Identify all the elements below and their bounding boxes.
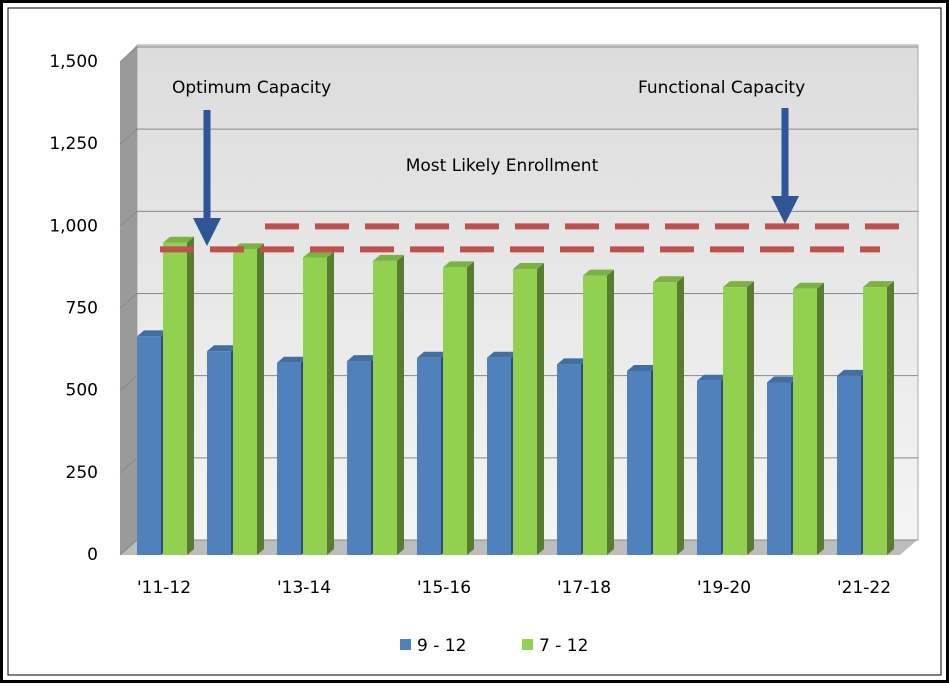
- annotation: Functional Capacity: [638, 78, 805, 98]
- x-tick-label: '13-14: [277, 578, 331, 598]
- y-tick-label: 1,250: [49, 134, 98, 154]
- bar-top: [627, 364, 658, 371]
- bar: [793, 288, 817, 555]
- bar: [837, 375, 861, 555]
- x-tick-label: '15-16: [417, 578, 471, 598]
- bar-top: [837, 369, 868, 376]
- bar-top: [163, 236, 194, 243]
- bar-side: [817, 282, 824, 555]
- bar-side: [607, 269, 614, 555]
- bar: [557, 364, 581, 555]
- y-tick-label: 1,000: [49, 216, 98, 236]
- bar: [653, 282, 677, 555]
- bar: [443, 267, 467, 555]
- x-tick-label: '11-12: [137, 578, 191, 598]
- side-wall: [120, 45, 137, 555]
- y-tick-label: 1,500: [49, 52, 98, 72]
- inner-frame: [7, 7, 942, 676]
- bar-top: [487, 351, 518, 358]
- bar-top: [723, 281, 754, 288]
- bar-top: [207, 345, 238, 352]
- x-tick-label: '21-22: [837, 578, 891, 598]
- bar-top: [277, 356, 308, 363]
- bar: [583, 275, 607, 555]
- bar-top: [863, 281, 894, 288]
- bar-side: [397, 254, 404, 556]
- y-tick-label: 750: [66, 299, 98, 319]
- bar-top: [793, 282, 824, 289]
- bar-top: [697, 374, 728, 381]
- bar-top: [583, 269, 614, 276]
- x-tick-label: '17-18: [557, 578, 611, 598]
- bar: [373, 260, 397, 555]
- bar-side: [747, 281, 754, 555]
- legend-label: 7 - 12: [539, 636, 588, 656]
- bar-top: [513, 263, 544, 270]
- bar-top: [653, 276, 684, 283]
- bar-top: [347, 355, 378, 362]
- bar-side: [327, 251, 334, 555]
- grid-line: [119, 210, 918, 227]
- y-tick-label: 250: [66, 463, 98, 483]
- bar-top: [373, 254, 404, 261]
- x-tick-label: '19-20: [697, 578, 751, 598]
- grid-line: [119, 128, 918, 145]
- legend-swatch: [400, 639, 411, 650]
- bar: [863, 287, 887, 555]
- bar-side: [887, 281, 894, 555]
- bar: [233, 249, 257, 555]
- y-tick-label: 500: [66, 381, 98, 401]
- bar: [513, 269, 537, 555]
- bar: [697, 380, 721, 555]
- bar: [163, 242, 187, 555]
- bar-side: [187, 236, 194, 555]
- bar: [207, 351, 231, 555]
- bar: [303, 257, 327, 555]
- annotation: Optimum Capacity: [172, 78, 331, 98]
- bar: [487, 357, 511, 555]
- annotation: Most Likely Enrollment: [406, 156, 599, 176]
- bar-side: [537, 263, 544, 555]
- bar: [277, 362, 301, 555]
- bar: [767, 382, 791, 555]
- bar-side: [467, 261, 474, 555]
- bar-top: [137, 330, 168, 337]
- bar-top: [303, 251, 334, 258]
- grid-line: [119, 46, 918, 63]
- legend-label: 9 - 12: [417, 636, 466, 656]
- bar: [347, 361, 371, 555]
- bar: [723, 287, 747, 555]
- bar: [137, 336, 161, 555]
- bar-side: [677, 276, 684, 555]
- y-tick-label: 0: [87, 545, 98, 565]
- bar-top: [767, 376, 798, 383]
- legend-swatch: [522, 639, 533, 650]
- bar-top: [417, 351, 448, 358]
- bar-top: [443, 261, 474, 268]
- bar-top: [557, 358, 588, 365]
- bar: [627, 370, 651, 555]
- bar: [417, 357, 441, 555]
- bar-side: [257, 243, 264, 555]
